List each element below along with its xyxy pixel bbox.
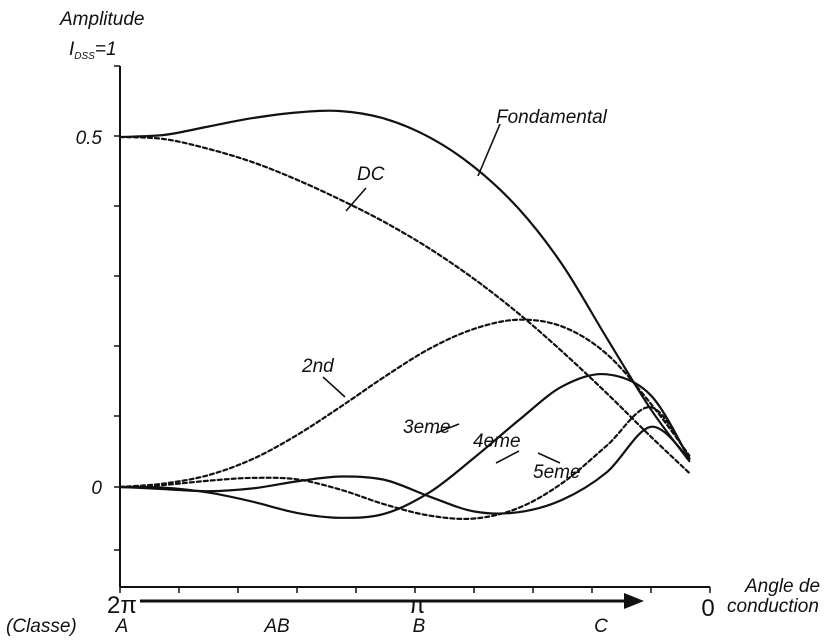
series-line-5eme: [118, 425, 691, 515]
2nd-leader: [322, 376, 346, 398]
series-label-fondamental: Fondamental: [496, 107, 608, 128]
series-line-4eme: [118, 406, 691, 521]
series-line-dc: [118, 135, 691, 475]
y-label-sub: DSS: [74, 51, 95, 62]
3eme-leader: [435, 423, 460, 434]
series-line-2nd: [118, 318, 691, 489]
y-label-i: I: [69, 39, 75, 60]
4eme-leader: [495, 450, 520, 464]
y-tick-label-05: 0.5: [76, 128, 103, 149]
fondamental-leader: [477, 123, 501, 177]
curves: [118, 109, 691, 521]
class-label-c: C: [594, 616, 608, 637]
series-label-dc: DC: [357, 164, 385, 185]
x-tick-label-0: 0: [701, 595, 714, 622]
series-label-5eme: 5eme: [533, 462, 581, 483]
x-ticks: [119, 587, 711, 593]
class-label-b: B: [413, 616, 426, 637]
y-label-eq: =1: [95, 39, 117, 60]
x-axis-label: Angle de: [744, 576, 820, 597]
y-axis-label-line2: IDSS=1: [69, 39, 117, 62]
class-arrow-head: [624, 593, 644, 609]
classe-label: (Classe): [6, 616, 77, 637]
series-label-2nd: 2nd: [301, 356, 335, 377]
series-line-3eme: [118, 372, 691, 519]
y-ticks: [114, 65, 120, 551]
series-label-3eme: 3eme: [403, 417, 451, 438]
x-tick-label-2pi: 2π: [107, 592, 137, 619]
x-tick-label-pi: π: [409, 592, 426, 619]
class-label-a: A: [115, 616, 129, 637]
y-tick-label-0: 0: [91, 478, 102, 499]
dc-leader: [345, 187, 367, 212]
series-label-4eme: 4eme: [473, 431, 521, 452]
5eme-leader: [537, 452, 561, 464]
series-line-fondamental: [118, 109, 691, 463]
x-axis-label-line2: conduction: [727, 596, 819, 617]
class-label-ab: AB: [263, 616, 290, 637]
y-axis-label: Amplitude: [59, 9, 145, 30]
